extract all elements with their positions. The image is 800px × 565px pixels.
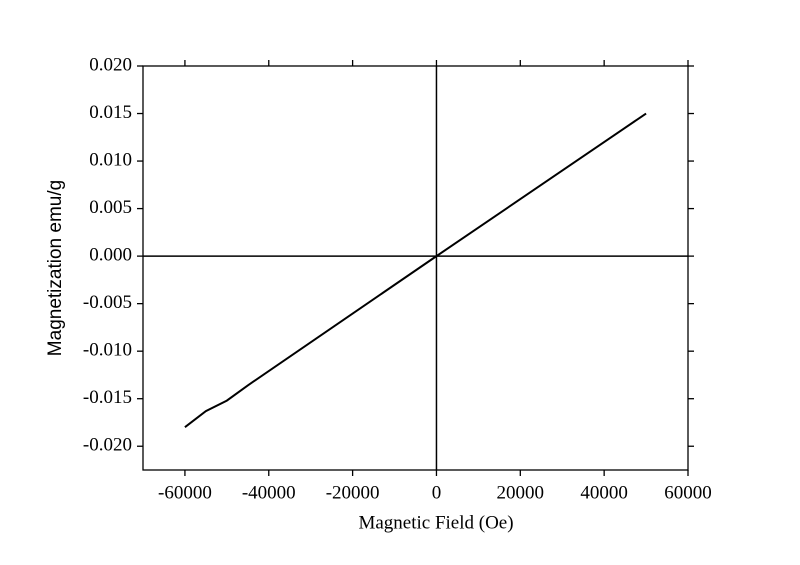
x-axis-label: Magnetic Field (Oe) [358,512,513,533]
x-tick-label: 40000 [580,482,628,503]
x-tick-label: 0 [432,482,442,503]
y-tick-label: -0.020 [83,435,132,456]
y-tick-label: 0.010 [89,149,132,170]
x-tick-label: -60000 [158,482,212,503]
x-tick-label: 60000 [664,482,712,503]
y-tick-label: 0.015 [89,102,132,123]
y-tick-label: 0.005 [89,197,132,218]
x-tick-label: 20000 [497,482,545,503]
y-axis-label: Magnetization emu/g [45,180,66,356]
x-tick-label: -20000 [326,482,380,503]
y-tick-label: 0.020 [89,54,132,75]
y-tick-label: -0.005 [83,292,132,313]
y-tick-label: -0.010 [83,340,132,361]
y-tick-label: -0.015 [83,387,132,408]
x-tick-label: -40000 [242,482,296,503]
y-tick-label: 0.000 [89,244,132,265]
plot-frame [142,65,689,471]
data-line [184,112,647,429]
